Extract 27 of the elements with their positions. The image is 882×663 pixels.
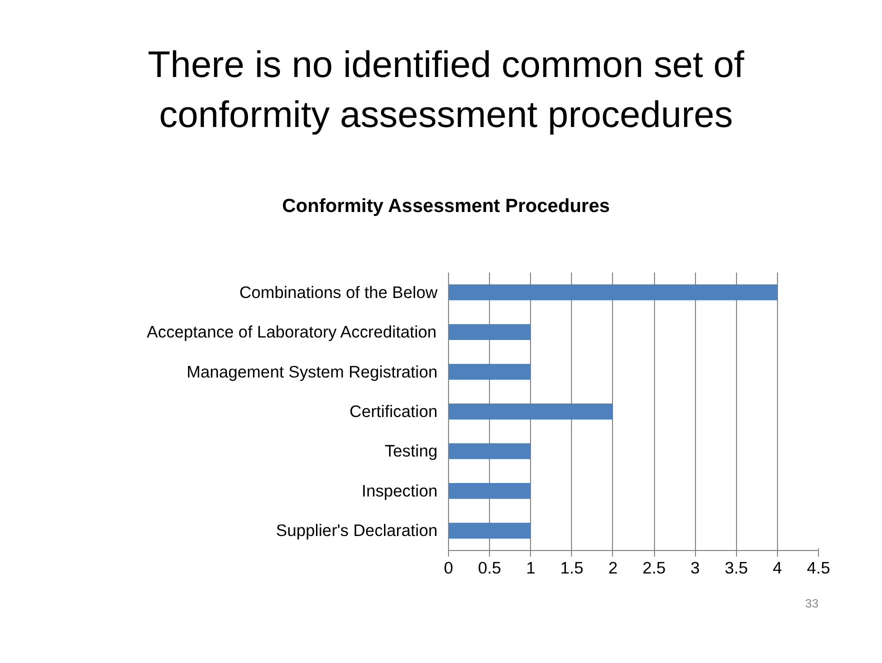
y-tick-label: Inspection xyxy=(362,481,438,500)
x-tick-label: 2.5 xyxy=(642,558,666,578)
x-tick-label: 3.5 xyxy=(724,558,748,578)
x-tick-label: 1.5 xyxy=(560,558,584,578)
y-tick-label: Acceptance of Laboratory Accreditation xyxy=(146,322,437,342)
chart-subtitle: There is no identified common set of conformity assessment procedures xyxy=(148,43,744,137)
y-tick-label: Combinations of the Below xyxy=(239,282,438,302)
bar xyxy=(448,324,531,340)
x-tick-label: 4 xyxy=(772,558,782,578)
x-tick-label: 3 xyxy=(690,558,700,578)
y-tick-label: Management System Registration xyxy=(186,362,438,382)
chart-title: Conformity Assessment Procedures xyxy=(282,195,610,219)
x-tick-label: 2 xyxy=(608,558,618,578)
x-tick-label: 4.5 xyxy=(806,558,830,578)
bar xyxy=(448,404,613,420)
bar xyxy=(448,364,531,380)
x-tick-label: 0.5 xyxy=(478,558,502,578)
x-tick-label: 0 xyxy=(444,558,454,578)
bar xyxy=(448,522,531,539)
y-tick-label: Certification xyxy=(350,402,438,421)
y-tick-label: Supplier's Declaration xyxy=(276,521,438,540)
y-tick-label: Testing xyxy=(384,442,438,461)
bar xyxy=(448,284,778,300)
x-tick-label: 1 xyxy=(526,558,536,578)
bar xyxy=(448,482,531,499)
text: 33 xyxy=(805,596,819,610)
bar xyxy=(448,443,531,460)
